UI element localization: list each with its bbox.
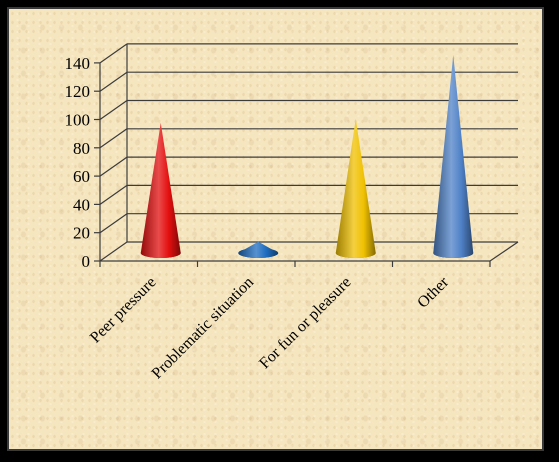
- y-tick-label: 80: [73, 139, 90, 158]
- y-tick-label: 120: [65, 82, 91, 101]
- side-wall-line: [99, 43, 128, 64]
- side-wall-line: [99, 71, 128, 92]
- cone-body: [433, 54, 474, 259]
- cone-1: [140, 122, 181, 258]
- y-tick-label: 0: [82, 252, 91, 271]
- x-tick-label: For fun or pleasure: [256, 274, 354, 372]
- x-tick-label: Other: [414, 273, 452, 311]
- side-wall-line: [99, 156, 128, 177]
- floor-right-edge: [489, 241, 519, 262]
- y-tick-label: 140: [65, 54, 91, 73]
- cone-2: [238, 241, 279, 258]
- cone-body: [140, 122, 181, 258]
- cone-3: [335, 118, 376, 258]
- axis-layer: [94, 62, 519, 267]
- side-wall-line: [99, 213, 128, 234]
- side-wall-line: [99, 184, 128, 205]
- cone-body: [335, 118, 376, 258]
- side-wall-line: [99, 100, 128, 120]
- y-tick-label: 40: [73, 195, 90, 214]
- x-tick-label: Peer pressure: [87, 274, 160, 347]
- cone-body: [238, 241, 279, 258]
- cone-4: [433, 54, 474, 259]
- mark-layer: [140, 54, 474, 259]
- y-tick-label: 20: [73, 224, 90, 243]
- side-wall-line: [99, 128, 128, 149]
- y-tick-label: 100: [65, 111, 91, 130]
- x-tick-label: Problematic situation: [149, 274, 257, 382]
- side-wall-line: [99, 241, 128, 262]
- y-tick-label: 60: [73, 167, 90, 186]
